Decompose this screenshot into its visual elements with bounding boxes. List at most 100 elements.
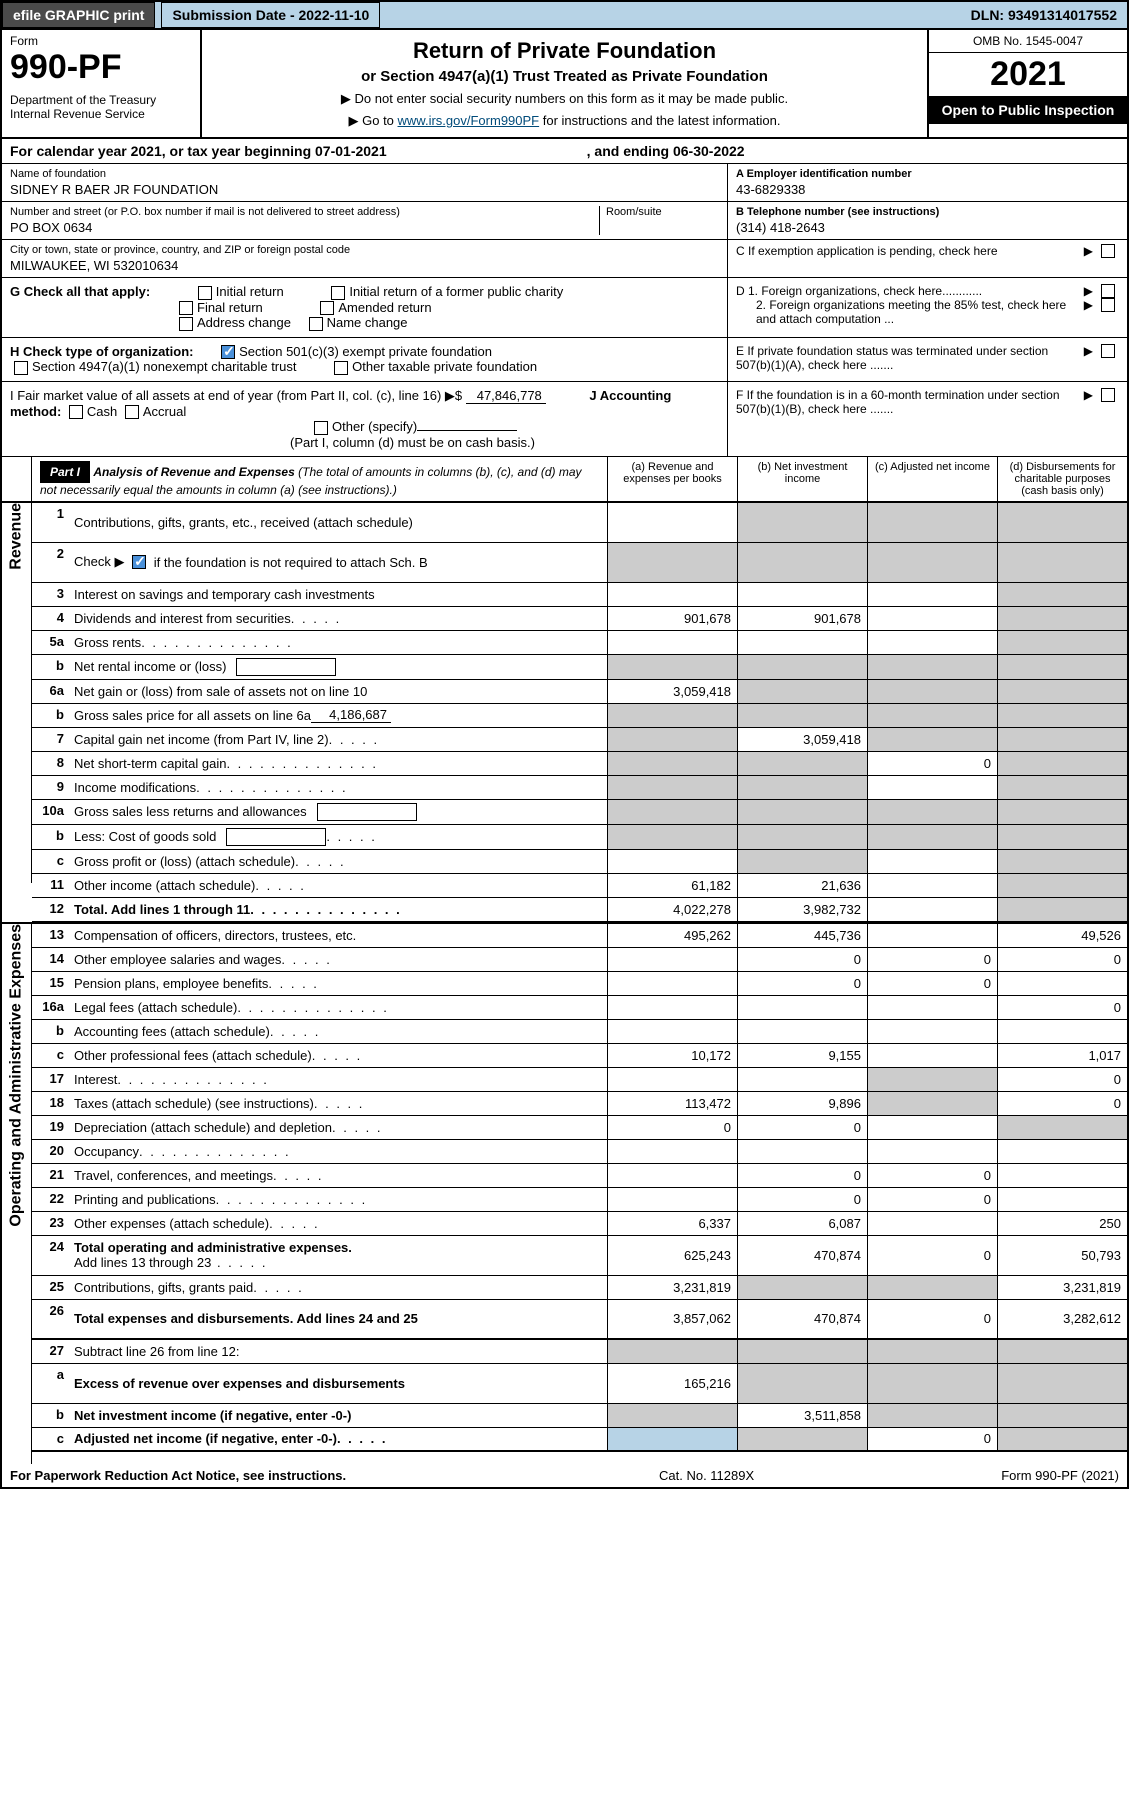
cash-label: Cash bbox=[87, 404, 117, 419]
header-left: Form 990-PF Department of the TreasuryIn… bbox=[2, 30, 202, 137]
r18-a: 113,472 bbox=[607, 1092, 737, 1115]
other-method-label: Other (specify) bbox=[332, 419, 417, 434]
r15-c: 0 bbox=[867, 972, 997, 995]
top-bar: efile GRAPHIC print Submission Date - 20… bbox=[2, 2, 1127, 30]
r13-a: 495,262 bbox=[607, 924, 737, 947]
initial-former-checkbox[interactable] bbox=[331, 286, 345, 300]
other-taxable-checkbox[interactable] bbox=[334, 361, 348, 375]
e-label: E If private foundation status was termi… bbox=[736, 344, 1080, 372]
other-method-checkbox[interactable] bbox=[314, 421, 328, 435]
col-d-header: (d) Disbursements for charitable purpose… bbox=[997, 457, 1127, 501]
row-6a: Net gain or (loss) from sale of assets n… bbox=[70, 680, 607, 703]
address-change-checkbox[interactable] bbox=[179, 317, 193, 331]
accrual-label: Accrual bbox=[143, 404, 186, 419]
row-8: Net short-term capital gain bbox=[70, 752, 607, 775]
row-10a: Gross sales less returns and allowances bbox=[70, 800, 607, 824]
city-label: City or town, state or province, country… bbox=[10, 244, 719, 256]
efile-button[interactable]: efile GRAPHIC print bbox=[2, 2, 155, 28]
r27b-b: 3,511,858 bbox=[737, 1404, 867, 1427]
col-c-header: (c) Adjusted net income bbox=[867, 457, 997, 501]
r25-a: 3,231,819 bbox=[607, 1276, 737, 1299]
revenue-side-text: Revenue bbox=[2, 503, 31, 570]
foundation-name-cell: Name of foundation SIDNEY R BAER JR FOUN… bbox=[2, 164, 727, 202]
omb-number: OMB No. 1545-0047 bbox=[929, 30, 1127, 53]
expenses-side-text: Operating and Administrative Expenses bbox=[2, 924, 31, 1227]
d2-checkbox[interactable] bbox=[1101, 298, 1115, 312]
telephone-cell: B Telephone number (see instructions) (3… bbox=[728, 202, 1127, 240]
irs-link[interactable]: www.irs.gov/Form990PF bbox=[398, 113, 540, 128]
cal-year-text: For calendar year 2021, or tax year begi… bbox=[10, 143, 387, 159]
row-6b: Gross sales price for all assets on line… bbox=[70, 704, 607, 727]
501c3-label: Section 501(c)(3) exempt private foundat… bbox=[239, 344, 492, 359]
row-21: Travel, conferences, and meetings bbox=[70, 1164, 607, 1187]
city-cell: City or town, state or province, country… bbox=[2, 240, 727, 277]
row-4: Dividends and interest from securities bbox=[70, 607, 607, 630]
name-change-label: Name change bbox=[327, 315, 408, 330]
i-value: 47,846,778 bbox=[466, 388, 546, 404]
r18-b: 9,896 bbox=[737, 1092, 867, 1115]
form-page: efile GRAPHIC print Submission Date - 20… bbox=[0, 0, 1129, 1489]
r19-a: 0 bbox=[607, 1116, 737, 1139]
exemption-cell: C If exemption application is pending, c… bbox=[728, 240, 1127, 262]
row-12: Total. Add lines 1 through 11 bbox=[70, 898, 607, 921]
r14-c: 0 bbox=[867, 948, 997, 971]
r22-c: 0 bbox=[867, 1188, 997, 1211]
row-14: Other employee salaries and wages bbox=[70, 948, 607, 971]
cash-checkbox[interactable] bbox=[69, 405, 83, 419]
address-label: Number and street (or P.O. box number if… bbox=[10, 206, 599, 218]
r13-d: 49,526 bbox=[997, 924, 1127, 947]
section-g: G Check all that apply: Initial return I… bbox=[2, 278, 1127, 338]
room-suite-label: Room/suite bbox=[606, 206, 719, 218]
amended-return-checkbox[interactable] bbox=[320, 301, 334, 315]
tax-year: 2021 bbox=[929, 53, 1127, 96]
row-26: Total expenses and disbursements. Add li… bbox=[70, 1300, 607, 1338]
city-value: MILWAUKEE, WI 532010634 bbox=[10, 258, 719, 273]
address-value: PO BOX 0634 bbox=[10, 220, 599, 235]
r22-b: 0 bbox=[737, 1188, 867, 1211]
dln-number: DLN: 93491314017552 bbox=[961, 3, 1127, 27]
r4-b: 901,678 bbox=[737, 607, 867, 630]
e-checkbox[interactable] bbox=[1101, 344, 1115, 358]
expenses-table: Operating and Administrative Expenses 13… bbox=[2, 922, 1127, 1464]
ein-label: A Employer identification number bbox=[736, 168, 1119, 180]
r23-a: 6,337 bbox=[607, 1212, 737, 1235]
r11-a: 61,182 bbox=[607, 874, 737, 897]
final-return-checkbox[interactable] bbox=[179, 301, 193, 315]
r24-b: 470,874 bbox=[737, 1236, 867, 1275]
initial-return-checkbox[interactable] bbox=[198, 286, 212, 300]
submission-date: Submission Date - 2022-11-10 bbox=[161, 2, 380, 28]
f-checkbox[interactable] bbox=[1101, 388, 1115, 402]
calendar-year-row: For calendar year 2021, or tax year begi… bbox=[2, 139, 1127, 164]
row-27c: Adjusted net income (if negative, enter … bbox=[70, 1428, 607, 1450]
d1-checkbox[interactable] bbox=[1101, 284, 1115, 298]
j-note: (Part I, column (d) must be on cash basi… bbox=[290, 435, 535, 450]
r13-b: 445,736 bbox=[737, 924, 867, 947]
header-center: Return of Private Foundation or Section … bbox=[202, 30, 927, 137]
other-taxable-label: Other taxable private foundation bbox=[352, 359, 537, 374]
r12-a: 4,022,278 bbox=[607, 898, 737, 921]
col-a-header: (a) Revenue and expenses per books bbox=[607, 457, 737, 501]
row-15: Pension plans, employee benefits bbox=[70, 972, 607, 995]
row-16c: Other professional fees (attach schedule… bbox=[70, 1044, 607, 1067]
sch-b-checkbox[interactable] bbox=[132, 555, 146, 569]
part1-desc: Part I Analysis of Revenue and Expenses … bbox=[32, 457, 607, 501]
r23-d: 250 bbox=[997, 1212, 1127, 1235]
form-number: 990-PF bbox=[10, 48, 192, 87]
r26-c: 0 bbox=[867, 1300, 997, 1338]
501c3-checkbox[interactable] bbox=[221, 345, 235, 359]
name-change-checkbox[interactable] bbox=[309, 317, 323, 331]
r21-b: 0 bbox=[737, 1164, 867, 1187]
row-9: Income modifications bbox=[70, 776, 607, 799]
accrual-checkbox[interactable] bbox=[125, 405, 139, 419]
row-13: Compensation of officers, directors, tru… bbox=[70, 924, 607, 947]
form-title: Return of Private Foundation bbox=[222, 38, 907, 64]
r16a-d: 0 bbox=[997, 996, 1127, 1019]
open-inspection: Open to Public Inspection bbox=[929, 96, 1127, 124]
r14-b: 0 bbox=[737, 948, 867, 971]
4947-checkbox[interactable] bbox=[14, 361, 28, 375]
footer-catalog: Cat. No. 11289X bbox=[659, 1468, 919, 1483]
row-10b: Less: Cost of goods sold bbox=[70, 825, 607, 849]
f-label: F If the foundation is in a 60-month ter… bbox=[736, 388, 1080, 416]
r16c-d: 1,017 bbox=[997, 1044, 1127, 1067]
c-checkbox[interactable] bbox=[1101, 244, 1115, 258]
